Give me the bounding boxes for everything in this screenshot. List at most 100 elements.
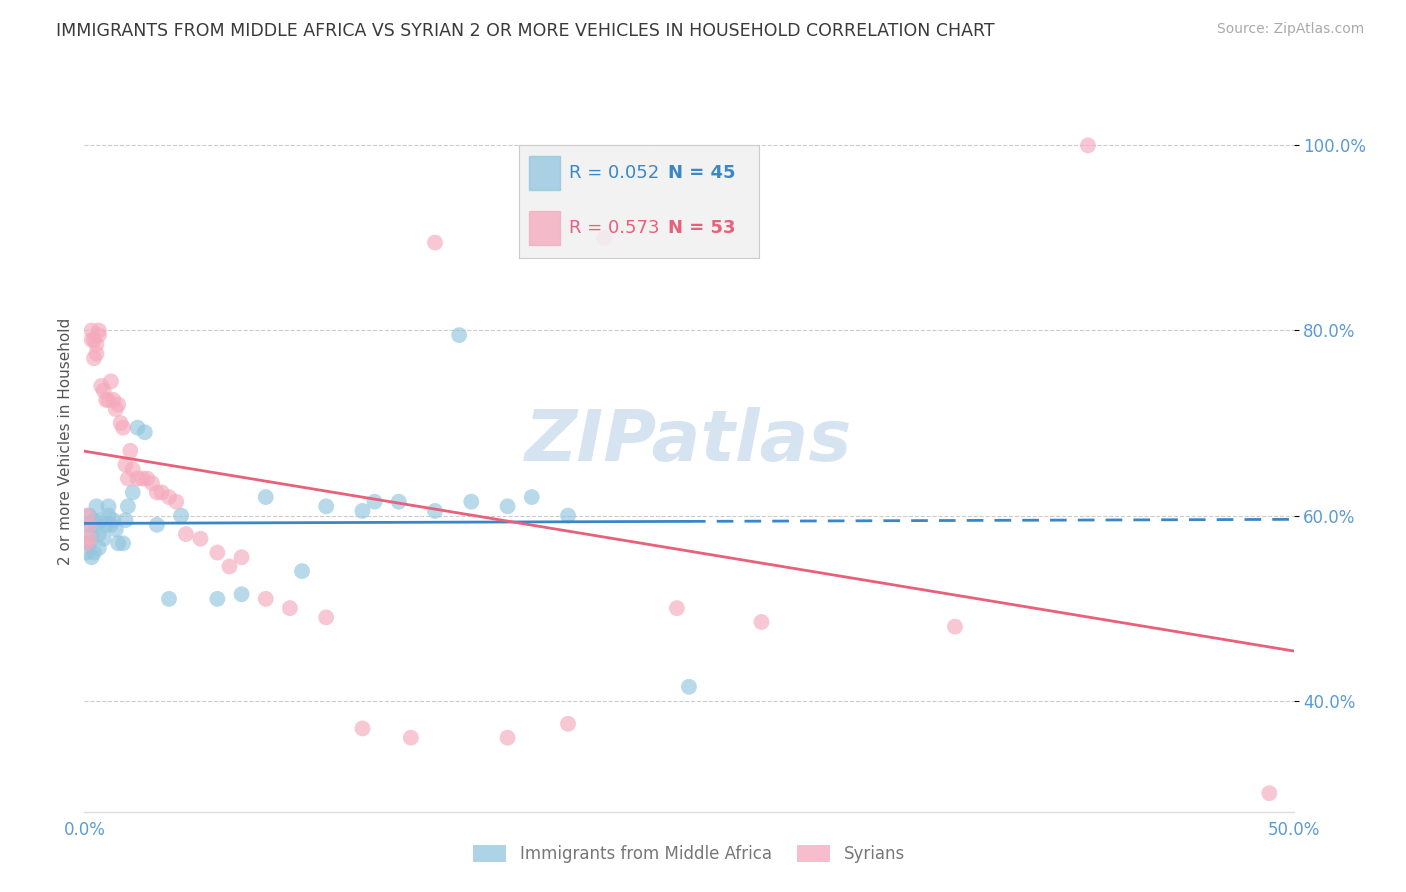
Point: [112, 420, 135, 434]
Point: [943, 620, 966, 634]
Point: [107, 536, 129, 550]
Y-axis label: 2 or more Vehicles in Household: 2 or more Vehicles in Household: [58, 318, 73, 566]
Point: [665, 601, 688, 615]
Point: [593, 231, 616, 245]
Point: [278, 601, 301, 615]
Point: [363, 494, 385, 508]
Point: [87, 527, 110, 541]
Point: [352, 504, 374, 518]
Point: [97, 392, 120, 407]
Point: [100, 517, 122, 532]
Point: [77, 517, 100, 532]
Text: R = 0.573: R = 0.573: [569, 219, 659, 236]
Point: [146, 485, 169, 500]
Point: [751, 615, 773, 629]
Point: [520, 490, 543, 504]
Point: [121, 485, 143, 500]
Point: [136, 472, 159, 486]
Point: [449, 328, 471, 343]
Point: [110, 416, 132, 430]
Point: [87, 328, 110, 343]
Point: [157, 591, 180, 606]
Point: [1258, 786, 1281, 800]
Point: [231, 550, 253, 565]
Point: [399, 731, 422, 745]
Point: [104, 402, 127, 417]
Point: [87, 541, 110, 555]
Point: [90, 379, 112, 393]
Point: [103, 513, 125, 527]
Point: [121, 462, 143, 476]
Point: [557, 716, 579, 731]
Point: [104, 523, 127, 537]
Point: [218, 559, 240, 574]
Text: N = 45: N = 45: [668, 164, 735, 182]
Point: [117, 472, 139, 486]
Point: [315, 610, 337, 624]
Point: [423, 504, 446, 518]
Point: [90, 513, 112, 527]
Point: [1077, 138, 1099, 153]
Text: R = 0.052: R = 0.052: [569, 164, 659, 182]
Point: [146, 517, 169, 532]
Point: [86, 517, 108, 532]
Point: [120, 443, 142, 458]
Point: [103, 392, 125, 407]
Point: [80, 323, 103, 337]
Point: [460, 494, 482, 508]
Legend: Immigrants from Middle Africa, Syrians: Immigrants from Middle Africa, Syrians: [467, 838, 911, 870]
Text: N = 53: N = 53: [668, 219, 735, 236]
Point: [150, 485, 173, 500]
Point: [388, 494, 411, 508]
Point: [496, 731, 519, 745]
Point: [97, 500, 120, 514]
Point: [80, 550, 103, 565]
Point: [117, 500, 139, 514]
Point: [557, 508, 579, 523]
Point: [174, 527, 197, 541]
Bar: [529, 156, 560, 190]
Point: [112, 536, 135, 550]
Point: [97, 508, 120, 523]
Point: [127, 420, 149, 434]
Point: [76, 508, 98, 523]
Point: [114, 513, 136, 527]
Point: [83, 513, 105, 527]
Point: [134, 425, 156, 440]
Point: [207, 591, 229, 606]
Point: [114, 458, 136, 472]
Point: [254, 490, 277, 504]
Point: [131, 472, 153, 486]
Point: [157, 490, 180, 504]
Point: [100, 375, 122, 389]
Point: [76, 536, 98, 550]
Point: [86, 337, 108, 351]
Point: [352, 722, 374, 736]
Point: [80, 527, 103, 541]
Point: [94, 392, 117, 407]
Point: [254, 591, 277, 606]
Point: [93, 532, 115, 546]
Point: [190, 532, 212, 546]
Point: [291, 564, 314, 578]
Point: [83, 333, 105, 347]
Point: [207, 545, 229, 560]
Point: [80, 333, 103, 347]
Point: [107, 398, 129, 412]
Text: IMMIGRANTS FROM MIDDLE AFRICA VS SYRIAN 2 OR MORE VEHICLES IN HOUSEHOLD CORRELAT: IMMIGRANTS FROM MIDDLE AFRICA VS SYRIAN …: [56, 22, 995, 40]
Point: [496, 500, 519, 514]
Bar: [529, 211, 560, 244]
Point: [86, 500, 108, 514]
Point: [86, 346, 108, 360]
Point: [77, 508, 100, 523]
Point: [678, 680, 700, 694]
Point: [76, 517, 98, 532]
Point: [231, 587, 253, 601]
Text: ZIPatlas: ZIPatlas: [526, 407, 852, 476]
Point: [165, 494, 187, 508]
Point: [77, 536, 100, 550]
Text: Source: ZipAtlas.com: Source: ZipAtlas.com: [1216, 22, 1364, 37]
Point: [93, 384, 115, 398]
Point: [315, 500, 337, 514]
Point: [170, 508, 193, 523]
